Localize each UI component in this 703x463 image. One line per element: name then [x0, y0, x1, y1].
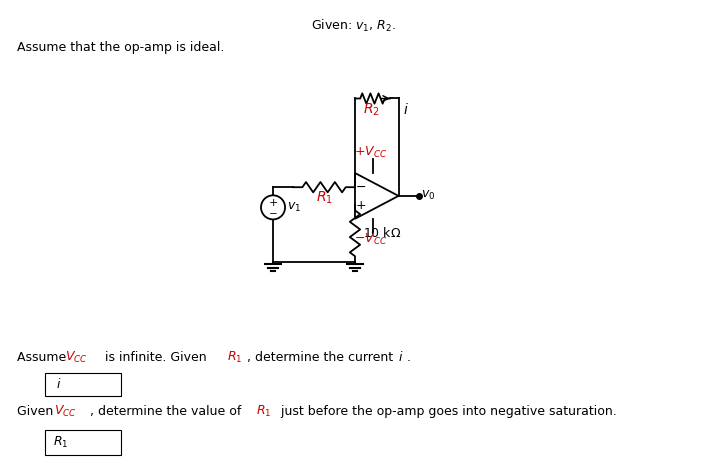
Text: is infinite. Given: is infinite. Given — [101, 350, 210, 363]
Text: $i$: $i$ — [403, 102, 408, 117]
Text: +: + — [269, 198, 278, 208]
Text: just before the op-amp goes into negative saturation.: just before the op-amp goes into negativ… — [277, 406, 617, 419]
Text: $+V_{CC}$: $+V_{CC}$ — [354, 145, 387, 160]
Text: Given: Given — [18, 406, 58, 419]
Text: $v_1$: $v_1$ — [288, 201, 302, 214]
Text: $R_1$: $R_1$ — [53, 435, 69, 450]
Text: $V_{CC}$: $V_{CC}$ — [54, 404, 77, 419]
FancyBboxPatch shape — [45, 430, 122, 455]
Text: Assume that the op-amp is ideal.: Assume that the op-amp is ideal. — [18, 41, 225, 54]
Text: .: . — [406, 350, 411, 363]
Text: $R_1$: $R_1$ — [257, 404, 272, 419]
Text: $R_1$: $R_1$ — [316, 190, 333, 206]
Text: $-V_{CC}$: $-V_{CC}$ — [354, 232, 387, 247]
Text: $i$: $i$ — [56, 377, 61, 392]
Text: Assume: Assume — [18, 350, 71, 363]
Text: , determine the current: , determine the current — [247, 350, 397, 363]
FancyBboxPatch shape — [45, 373, 122, 396]
Text: 10 k$\Omega$: 10 k$\Omega$ — [363, 226, 401, 240]
Circle shape — [261, 195, 285, 219]
Text: $R_2$: $R_2$ — [363, 101, 380, 118]
Text: $i$: $i$ — [399, 350, 404, 364]
Text: $-$: $-$ — [356, 180, 366, 193]
Text: , determine the value of: , determine the value of — [90, 406, 245, 419]
Text: $-$: $-$ — [269, 207, 278, 217]
Text: $v_0$: $v_0$ — [421, 189, 435, 202]
Text: $V_{CC}$: $V_{CC}$ — [65, 350, 87, 365]
Text: Given: $v_1$, $R_2$.: Given: $v_1$, $R_2$. — [311, 18, 396, 33]
Text: $+$: $+$ — [355, 199, 366, 212]
Text: $R_1$: $R_1$ — [227, 350, 243, 365]
